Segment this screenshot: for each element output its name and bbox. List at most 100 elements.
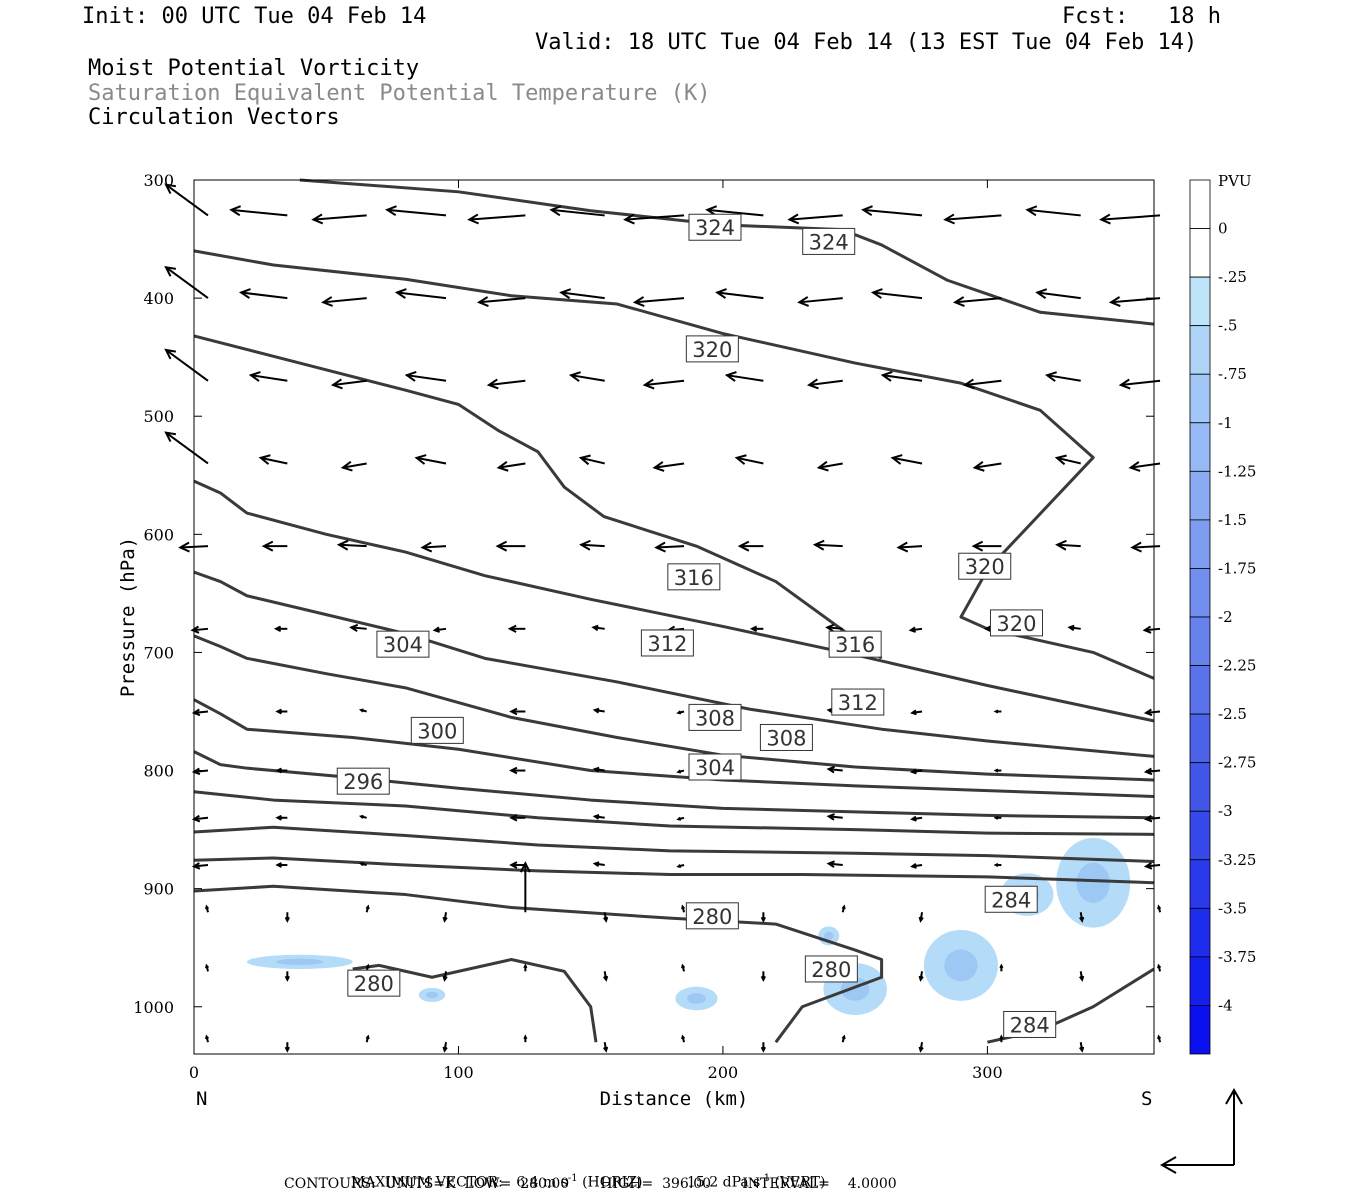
vector-arrowhead bbox=[918, 975, 924, 982]
vector-arrowhead bbox=[908, 626, 916, 633]
colorbar-segment bbox=[1189, 665, 1211, 715]
contour-label-box bbox=[667, 563, 721, 591]
vector-arrowhead bbox=[642, 378, 655, 390]
y-tick-label: 1000 bbox=[133, 998, 174, 1017]
vector-arrowhead bbox=[358, 708, 364, 713]
contour-label-312: 312 bbox=[838, 691, 878, 715]
vector-shaft bbox=[260, 456, 288, 465]
colorbar-segment bbox=[1189, 810, 1211, 861]
colorbar-segment bbox=[1189, 325, 1211, 375]
vector-arrowhead bbox=[797, 296, 809, 307]
vector-shaft bbox=[498, 462, 526, 469]
contour-label-box bbox=[685, 902, 739, 930]
vector-arrowhead bbox=[603, 916, 609, 923]
theta-es-contours bbox=[193, 178, 1155, 1044]
theta-es-contour-296 bbox=[193, 750, 1155, 820]
colorbar-label: -2.75 bbox=[1218, 754, 1256, 772]
colorbar-segment bbox=[1189, 616, 1211, 666]
vector-arrowhead bbox=[509, 814, 518, 822]
vector-arrowhead bbox=[365, 904, 370, 910]
contour-label-320: 320 bbox=[692, 338, 732, 362]
vector-arrowhead bbox=[164, 431, 177, 443]
vector-arrowhead bbox=[591, 624, 599, 632]
vector-arrowhead bbox=[918, 916, 924, 923]
vector-arrowhead bbox=[870, 288, 883, 299]
vector-arrowhead bbox=[284, 916, 290, 923]
vector-arrowhead bbox=[284, 975, 290, 982]
vector-shaft bbox=[863, 208, 923, 217]
contour-label-box bbox=[804, 955, 858, 983]
vector-arrowhead bbox=[365, 1034, 370, 1040]
vector-arrowhead bbox=[910, 768, 917, 775]
vector-shaft bbox=[165, 266, 209, 299]
pv-patch-core bbox=[686, 993, 706, 1004]
vector-arrowhead bbox=[676, 816, 682, 821]
vector-arrowhead bbox=[681, 904, 686, 910]
vector-arrowhead bbox=[714, 288, 727, 299]
x-tick-label: 300 bbox=[972, 1063, 1003, 1082]
theta-es-contour-292 bbox=[193, 790, 1155, 836]
colorbar-label: -1.25 bbox=[1218, 462, 1256, 480]
vector-arrowhead bbox=[724, 371, 737, 382]
contour-label-box bbox=[759, 723, 813, 751]
vector-arrowhead bbox=[205, 1034, 210, 1040]
colorbar-segment bbox=[1189, 762, 1211, 812]
vector-arrowhead bbox=[579, 539, 591, 551]
vector-arrowhead bbox=[760, 1046, 766, 1053]
vector-arrowhead bbox=[321, 296, 333, 307]
pv-patch-core bbox=[944, 949, 978, 982]
vector-shaft bbox=[387, 208, 447, 217]
vector-arrowhead bbox=[806, 378, 819, 390]
contour-label-324: 324 bbox=[809, 230, 849, 254]
vector-shaft bbox=[1037, 291, 1081, 300]
colorbar-label: -2 bbox=[1218, 608, 1233, 626]
y-tick-label: 800 bbox=[143, 762, 174, 781]
theta-es-contour-324 bbox=[299, 178, 1155, 326]
vector-arrowhead bbox=[495, 540, 508, 552]
vector-shaft bbox=[828, 768, 843, 772]
vector-arrowhead bbox=[1108, 296, 1121, 307]
field-title-theta-es: Saturation Equivalent Potential Temperat… bbox=[88, 81, 711, 106]
vector-arrowhead bbox=[275, 708, 282, 715]
vector-arrowhead bbox=[603, 975, 609, 982]
vector-arrowhead bbox=[705, 205, 718, 217]
vector-arrowhead bbox=[358, 814, 364, 819]
theta-es-contour-288 bbox=[193, 825, 1155, 863]
vector-shaft bbox=[828, 862, 843, 867]
theta-es-contour-304 bbox=[193, 634, 1155, 782]
init-time: Init: 00 UTC Tue 04 Feb 14 bbox=[82, 4, 427, 29]
vector-shaft bbox=[1145, 864, 1161, 868]
vector-shaft bbox=[789, 214, 843, 221]
y-tick-label: 900 bbox=[143, 880, 174, 899]
vector-shaft bbox=[165, 431, 209, 465]
vector-arrowhead bbox=[549, 205, 562, 217]
vector-arrowhead bbox=[787, 213, 800, 225]
vector-arrowhead bbox=[578, 454, 591, 466]
contour-label-304: 304 bbox=[695, 756, 735, 780]
vector-shaft bbox=[1101, 214, 1161, 221]
vector-arrowhead bbox=[918, 1046, 924, 1053]
contour-label-280: 280 bbox=[692, 905, 732, 929]
vector-shaft bbox=[898, 545, 923, 549]
vector-arrowhead bbox=[749, 625, 758, 632]
contour-label-308: 308 bbox=[766, 726, 806, 750]
vector-shaft bbox=[406, 374, 447, 382]
theta-es-contour-308 bbox=[193, 570, 1155, 758]
vector-arrowhead bbox=[993, 768, 999, 773]
max-horiz-unit: (HORIZ) bbox=[577, 1174, 643, 1191]
vector-arrowhead bbox=[952, 296, 965, 307]
colorbar-label: -4 bbox=[1218, 996, 1233, 1014]
vector-arrowhead bbox=[1067, 624, 1075, 632]
vector-arrowhead bbox=[890, 454, 903, 465]
vector-arrowhead bbox=[414, 454, 427, 465]
colorbar-segment bbox=[1189, 859, 1211, 909]
vector-arrowhead bbox=[229, 205, 242, 217]
vector-arrowhead bbox=[1044, 371, 1057, 382]
vector-shaft bbox=[193, 710, 209, 714]
vector-shaft bbox=[422, 545, 447, 549]
theta-es-contour-280 bbox=[352, 958, 598, 1043]
vector-shaft bbox=[1144, 627, 1161, 632]
vector-arrowhead bbox=[507, 624, 517, 633]
vector-arrowhead bbox=[1054, 454, 1067, 466]
vector-arrowhead bbox=[523, 1034, 528, 1040]
